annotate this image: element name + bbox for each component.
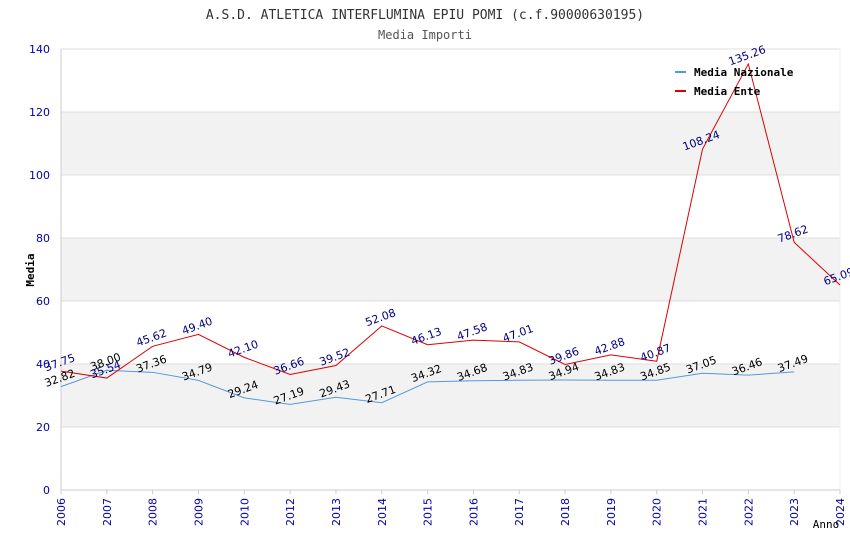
x-tick-label: 2021 bbox=[697, 498, 710, 526]
y-tick-label: 120 bbox=[29, 106, 50, 119]
x-tick-label: 2013 bbox=[330, 498, 343, 526]
y-tick-label: 20 bbox=[36, 421, 50, 434]
y-tick-label: 100 bbox=[29, 169, 50, 182]
grid-band bbox=[61, 364, 840, 427]
series-line-media-ente bbox=[60, 62, 841, 379]
x-tick-label: 2022 bbox=[742, 498, 755, 526]
x-tick-label: 2019 bbox=[605, 498, 618, 526]
x-tick-label: 2017 bbox=[513, 498, 526, 526]
x-tick-label: 2023 bbox=[788, 498, 801, 526]
x-tick-label: 2014 bbox=[376, 498, 389, 526]
y-tick-label: 80 bbox=[36, 232, 50, 245]
x-tick-label: 2007 bbox=[101, 498, 114, 526]
x-tick-label: 2015 bbox=[422, 498, 435, 526]
x-tick-labels: 2006 2007 2008 2009 2010 2012 2013 2014 2015 2016… bbox=[55, 498, 847, 526]
x-tick-label: 2020 bbox=[651, 498, 664, 526]
series-lines bbox=[60, 62, 841, 405]
grid-bands bbox=[61, 112, 840, 427]
chart-title: A.S.D. ATLETICA INTERFLUMINA EPIU POMI (… bbox=[206, 8, 644, 23]
x-tick-label: 2024 bbox=[834, 498, 847, 526]
x-tick-label: 2008 bbox=[147, 498, 160, 526]
chart-subtitle: Media Importi bbox=[378, 28, 472, 42]
x-tick-label: 2006 bbox=[55, 498, 68, 526]
grid-band bbox=[61, 112, 840, 175]
legend-label: Media Nazionale bbox=[694, 66, 794, 79]
y-tick-label: 60 bbox=[36, 295, 50, 308]
series-line-media-nazionale bbox=[60, 369, 795, 405]
y-axis-label: Media bbox=[24, 253, 37, 286]
legend-label: Media Ente bbox=[694, 85, 761, 98]
grid-band bbox=[61, 238, 840, 301]
y-tick-label: 140 bbox=[29, 43, 50, 56]
y-tick-labels: 0 20 40 60 80 100 120 140 bbox=[29, 43, 50, 497]
x-tick-label: 2018 bbox=[559, 498, 572, 526]
axes bbox=[60, 49, 841, 494]
x-tick-label: 2012 bbox=[284, 498, 297, 526]
x-axis-label: Anno bbox=[813, 518, 840, 531]
y-tick-label: 0 bbox=[43, 484, 50, 497]
y-tick-label: 40 bbox=[36, 358, 50, 371]
x-tick-label: 2009 bbox=[192, 498, 205, 526]
x-tick-label: 2016 bbox=[467, 498, 480, 526]
legend: Media Nazionale Media Ente bbox=[675, 66, 794, 98]
x-tick-label: 2010 bbox=[238, 498, 251, 526]
